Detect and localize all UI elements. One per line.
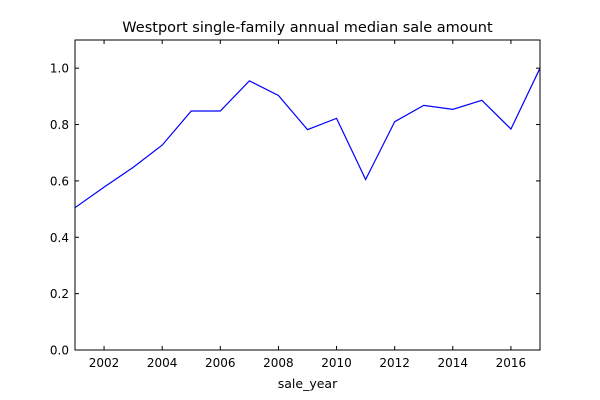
x-tick-label: 2006 xyxy=(205,356,236,370)
x-tick-label: 2014 xyxy=(438,356,469,370)
chart-title: Westport single-family annual median sal… xyxy=(122,20,493,36)
series-line-0 xyxy=(74,67,541,209)
plot-frame xyxy=(74,39,541,351)
x-tick-label: 2008 xyxy=(263,356,294,370)
x-tick-label: 2016 xyxy=(496,356,527,370)
x-axis-label: sale_year xyxy=(278,376,338,391)
y-tick-label: 0.2 xyxy=(50,287,69,301)
y-tick-label: 0.4 xyxy=(50,231,69,245)
y-tick-label: 1.0 xyxy=(50,62,69,76)
x-tick-label: 2002 xyxy=(89,356,120,370)
y-tick-label: 0.0 xyxy=(50,344,69,358)
plot-area: 2002 2004 2006 2008 2010 2012 2014 2016 0.0 0.2 0.… xyxy=(50,39,541,370)
y-tick-label: 0.6 xyxy=(50,174,69,188)
x-tick-label: 2004 xyxy=(147,356,178,370)
x-tick-label: 2010 xyxy=(321,356,352,370)
y-tick-label: 0.8 xyxy=(50,118,69,132)
x-tick-label: 2012 xyxy=(379,356,410,370)
